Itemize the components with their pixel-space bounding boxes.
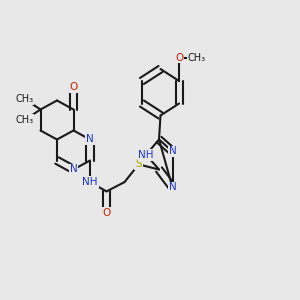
Text: S: S: [135, 159, 142, 170]
Text: N: N: [86, 134, 94, 145]
Text: N: N: [70, 164, 77, 175]
Text: O: O: [102, 208, 111, 218]
Text: O: O: [69, 82, 78, 92]
Text: N: N: [169, 182, 176, 193]
Text: CH₃: CH₃: [16, 115, 34, 125]
Text: NH: NH: [138, 150, 154, 160]
Text: O: O: [175, 52, 183, 63]
Text: CH₃: CH₃: [16, 94, 34, 104]
Text: N: N: [169, 146, 176, 157]
Text: NH: NH: [82, 177, 98, 187]
Text: CH₃: CH₃: [188, 52, 206, 63]
